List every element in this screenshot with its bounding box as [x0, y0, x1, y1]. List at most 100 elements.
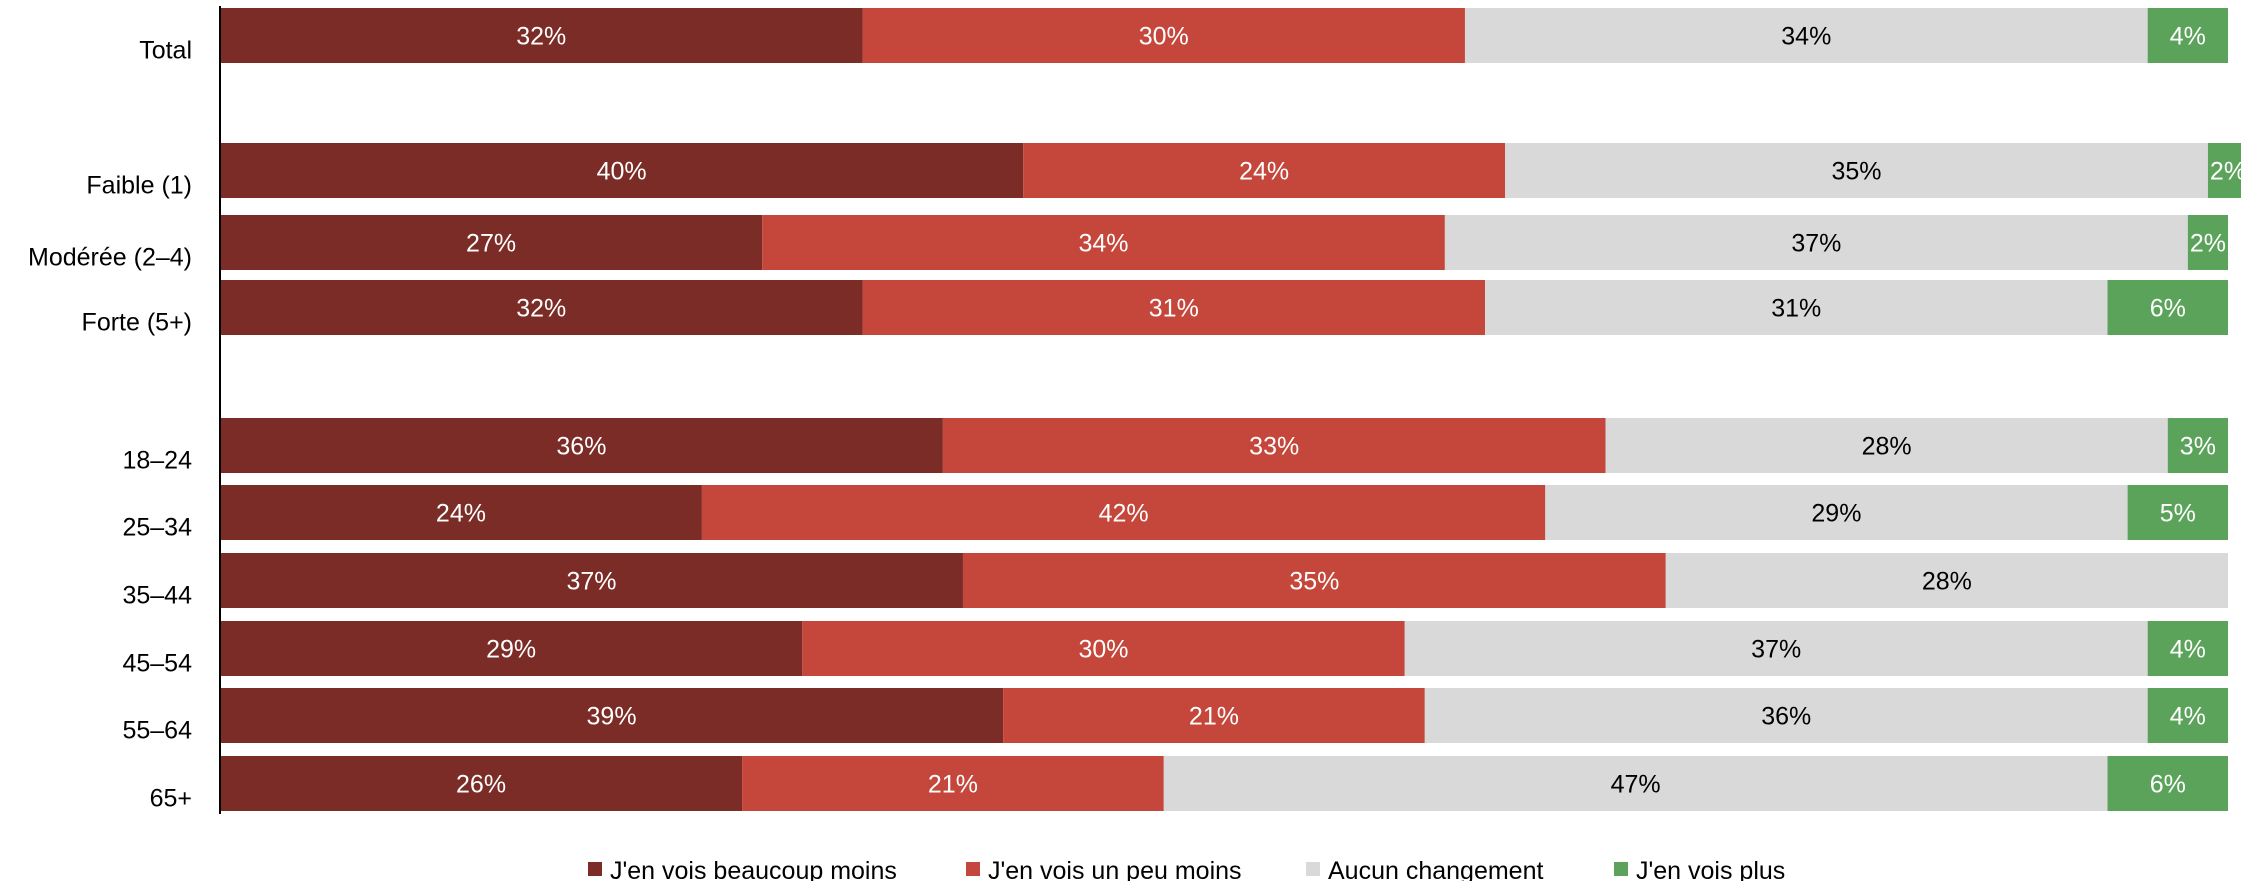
bar-segment: [2187, 215, 2228, 270]
data-label: 35%: [1831, 158, 1881, 186]
bar-segment: [1163, 756, 2108, 811]
bar-segment: [1605, 418, 2168, 473]
bar-segment: [942, 418, 1606, 473]
bar-segment: [2147, 621, 2228, 676]
bar-segment: [220, 621, 803, 676]
data-label: 29%: [1811, 500, 1861, 528]
bar-segment: [220, 553, 963, 608]
legend: J'en vois beaucoup moins J'en vois un peu…: [588, 857, 1785, 881]
data-label: 28%: [1862, 433, 1912, 461]
category-label: Total: [139, 37, 192, 65]
legend-label: Aucun changement: [1328, 857, 1543, 881]
data-label: 4%: [2170, 636, 2206, 664]
legend-label: J'en vois plus: [1636, 857, 1785, 881]
data-label: 2%: [2190, 230, 2226, 258]
bar-segment: [1545, 485, 2128, 540]
data-label: 31%: [1771, 295, 1821, 323]
data-label: 34%: [1078, 230, 1128, 258]
category-label: 25–34: [122, 514, 192, 542]
legend-label: J'en vois un peu moins: [988, 857, 1242, 881]
bar-segment: [220, 485, 702, 540]
data-label: 4%: [2170, 23, 2206, 51]
data-label: 42%: [1099, 500, 1149, 528]
category-label: 55–64: [122, 717, 192, 745]
legend-swatch: [966, 862, 980, 876]
bar-segment: [2107, 280, 2228, 335]
bar-segment: [862, 280, 1486, 335]
data-label: 6%: [2150, 771, 2186, 799]
bar-segment: [962, 553, 1666, 608]
bar-segment: [1444, 215, 2188, 270]
bar-segment: [220, 280, 863, 335]
data-label: 28%: [1922, 568, 1972, 596]
data-label: 21%: [928, 771, 978, 799]
bar-segment: [2167, 418, 2228, 473]
bar-segment: [1665, 553, 2228, 608]
data-label: 6%: [2150, 295, 2186, 323]
bar-segment: [220, 418, 943, 473]
legend-label: J'en vois beaucoup moins: [610, 857, 897, 881]
data-label: 5%: [2160, 500, 2196, 528]
bar-segment: [2147, 688, 2228, 743]
category-label: 18–24: [122, 447, 192, 475]
bar-segment: [701, 485, 1546, 540]
bar-segment: [802, 621, 1405, 676]
data-label: 30%: [1078, 636, 1128, 664]
data-label: 30%: [1139, 23, 1189, 51]
category-label: Faible (1): [86, 172, 192, 200]
bar-segment: [1424, 688, 2148, 743]
data-label: 24%: [1239, 158, 1289, 186]
data-label: 2%: [2210, 158, 2241, 186]
category-label: Modérée (2–4): [28, 244, 192, 272]
data-label: 21%: [1189, 703, 1239, 731]
bar-segment: [1404, 621, 2148, 676]
bar-segment: [2107, 756, 2228, 811]
data-label: 35%: [1289, 568, 1339, 596]
category-labels: Total Faible (1) Modérée (2–4) Forte (5+) 18…: [28, 37, 192, 813]
bar-segment: [862, 8, 1465, 63]
data-label: 27%: [466, 230, 516, 258]
data-label: 39%: [587, 703, 637, 731]
bar-segment: [1023, 143, 1506, 198]
bar-segment: [1464, 8, 2148, 63]
bar-segment: [220, 8, 863, 63]
category-label: 35–44: [122, 582, 192, 610]
data-label: 37%: [566, 568, 616, 596]
category-label: 65+: [150, 785, 192, 813]
data-label: 29%: [486, 636, 536, 664]
bar-segment: [742, 756, 1164, 811]
category-label: 45–54: [122, 650, 192, 678]
legend-swatch: [1306, 862, 1320, 876]
bar-segment: [1485, 280, 2108, 335]
data-label: 26%: [456, 771, 506, 799]
category-label: Forte (5+): [82, 309, 192, 337]
bar-segment: [220, 756, 743, 811]
bar-segment: [1505, 143, 2208, 198]
bar-segment: [1003, 688, 1425, 743]
bar-segment: [762, 215, 1445, 270]
data-label: 47%: [1611, 771, 1661, 799]
data-label: 32%: [516, 23, 566, 51]
data-label: 24%: [436, 500, 486, 528]
legend-swatch: [1614, 862, 1628, 876]
bars-layer: 32% 30% 34% 4% 40% 24% 35% 2% 27% 34% 37% 2% 32% 31% 3…: [220, 8, 2241, 811]
data-label: 3%: [2180, 433, 2216, 461]
data-label: 37%: [1751, 636, 1801, 664]
legend-swatch: [588, 862, 602, 876]
data-label: 36%: [1761, 703, 1811, 731]
data-label: 33%: [1249, 433, 1299, 461]
data-label: 34%: [1781, 23, 1831, 51]
bar-segment: [2147, 8, 2228, 63]
bar-segment: [220, 688, 1004, 743]
bar-segment: [220, 215, 763, 270]
bar-segment: [2127, 485, 2228, 540]
data-label: 37%: [1791, 230, 1841, 258]
data-label: 32%: [516, 295, 566, 323]
data-label: 4%: [2170, 703, 2206, 731]
data-label: 40%: [597, 158, 647, 186]
data-label: 31%: [1149, 295, 1199, 323]
bar-segment: [2207, 143, 2241, 198]
data-label: 36%: [556, 433, 606, 461]
bar-segment: [220, 143, 1024, 198]
